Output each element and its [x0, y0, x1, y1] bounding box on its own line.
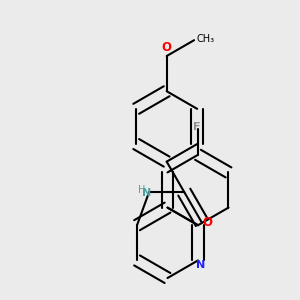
Text: O: O — [202, 216, 213, 229]
Text: CH₃: CH₃ — [197, 34, 215, 44]
Text: N: N — [196, 260, 205, 270]
Text: H: H — [138, 184, 146, 195]
Text: F: F — [193, 122, 200, 132]
Text: O: O — [162, 41, 172, 54]
Text: N: N — [142, 188, 151, 198]
